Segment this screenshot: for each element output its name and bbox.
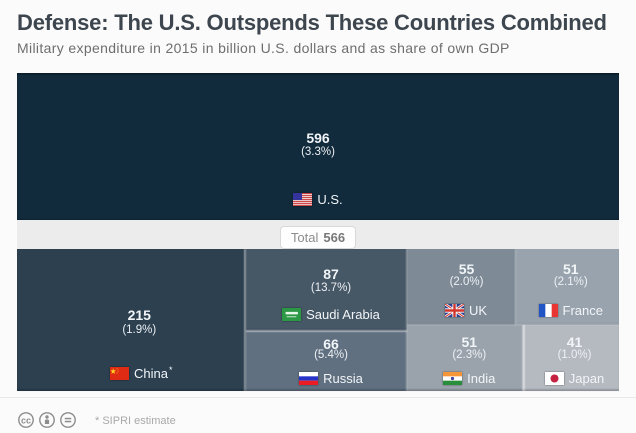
svg-text:cc: cc — [21, 416, 31, 426]
